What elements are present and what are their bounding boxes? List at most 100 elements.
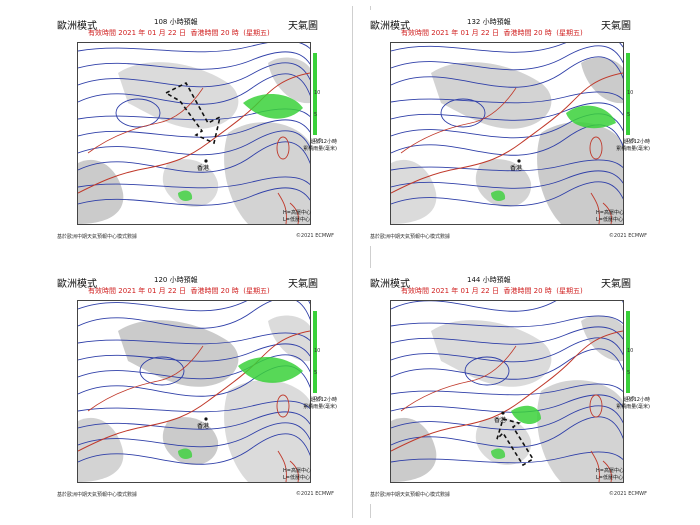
rain-area: [491, 190, 506, 201]
isobar-line: [78, 332, 310, 345]
isobar-line: [78, 119, 310, 138]
cloud-patch: [537, 380, 623, 482]
weather-map: 香港: [77, 300, 311, 483]
colorbar-note: 過去12小時 累積雨量(毫米): [282, 397, 337, 411]
colorbar-note-line: 過去12小時: [310, 397, 337, 403]
cloud-patch: [162, 159, 219, 207]
isobar-line: [78, 176, 310, 189]
colorbar-note: 過去12小時 累積雨量(毫米): [595, 139, 650, 153]
island-outline: [277, 192, 299, 224]
rain-area: [238, 356, 303, 383]
chart-title: 天氣圖: [601, 279, 631, 290]
isobar-line: [391, 102, 623, 121]
isobar-line: [391, 170, 623, 189]
valid-date: 2021 年 01 月 22 日: [431, 287, 499, 295]
chart-title: 天氣圖: [601, 21, 631, 32]
rain-area: [566, 105, 616, 129]
island-outline: [589, 136, 603, 160]
isobar-line: [391, 337, 623, 363]
city-label: 香港: [197, 164, 209, 172]
valid-day: (星期五): [556, 287, 583, 295]
valid-time-line: 有效時間 2021 年 01 月 22 日 香港時間 20 時 (星期五): [88, 28, 270, 38]
colorbar-note-line: 過去12小時: [310, 139, 337, 145]
isobar-line: [391, 315, 623, 328]
valid-time: 香港時間 20 時: [503, 287, 552, 295]
valid-prefix: 有效時間: [401, 287, 429, 295]
isobar-line: [139, 356, 185, 386]
island-outline: [276, 394, 290, 418]
forecast-hour-label: 144 小時預報: [467, 276, 511, 284]
island-outline: [590, 450, 612, 482]
cloud-patch: [268, 57, 310, 104]
isobar-line: [391, 348, 623, 380]
map-canvas: 香港: [78, 43, 310, 224]
isobar-line: [391, 181, 623, 207]
isobar-line: [78, 411, 310, 430]
colorbar-note-line: 累積雨量(毫米): [303, 404, 337, 410]
city-label: 香港: [197, 422, 209, 430]
weather-chart-panel: 歐洲模式 108 小時預報 天氣圖 有效時間 2021 年 01 月 22 日 …: [50, 10, 340, 246]
model-label: 歐洲模式: [370, 21, 410, 32]
copyright-label: ©2021 ECMWF: [295, 233, 334, 239]
colorbar-tick: 5: [627, 112, 631, 118]
cloud-patch: [224, 380, 310, 482]
cloud-patch: [78, 159, 124, 224]
valid-time: 香港時間 20 時: [503, 29, 552, 37]
isobar-line: [78, 343, 310, 362]
colorbar-note-line: 累積雨量(毫米): [616, 404, 650, 410]
forecast-hour-label: 132 小時預報: [467, 18, 511, 26]
cloud-patch: [118, 62, 239, 129]
isobar-line: [78, 301, 310, 312]
isobar-line: [391, 405, 623, 431]
colorbar-note-line: 累積雨量(毫米): [303, 146, 337, 152]
colorbar-tick: 5: [314, 112, 318, 118]
colorbar-tick: 10: [314, 348, 321, 354]
hong-kong-marker: [501, 411, 505, 415]
colorbar-tick: 5: [627, 370, 631, 376]
isobar-line: [391, 451, 623, 464]
isobar-line: [391, 301, 623, 312]
isobar-line: [115, 98, 161, 128]
colorbar-tick: 10: [627, 348, 634, 354]
isobar-line: [78, 422, 310, 448]
province-boundary: [87, 345, 204, 412]
rain-area: [243, 93, 303, 119]
legend-high: H=高壓中心: [283, 468, 311, 474]
isobar-line: [78, 365, 310, 397]
isobar-line: [391, 113, 623, 139]
weather-map: 香港: [77, 42, 311, 225]
coastline: [78, 330, 310, 452]
model-label: 歐洲模式: [57, 21, 97, 32]
rainfall-colorbar: [313, 53, 317, 135]
pressure-legend: H=高壓中心 L=低壓中心: [283, 210, 311, 224]
data-credit: 基於歐洲中期天氣預報中心模式數據: [370, 492, 451, 498]
colorbar-note: 過去12小時 累積雨量(毫米): [282, 139, 337, 153]
isobar-line: [78, 73, 310, 105]
map-canvas: 香港: [391, 43, 623, 224]
isobar-line: [391, 124, 623, 156]
hong-kong-marker: [517, 159, 521, 163]
valid-time-line: 有效時間 2021 年 01 月 22 日 香港時間 20 時 (星期五): [401, 28, 583, 38]
colorbar-tick: 0.5: [627, 138, 635, 144]
isobar-line: [391, 394, 623, 413]
isobar-line: [78, 400, 310, 413]
isobar-line: [391, 159, 623, 172]
cloud-patch: [431, 320, 552, 387]
colorbar-note-line: 累積雨量(毫米): [616, 146, 650, 152]
legend-low: L=低壓中心: [283, 217, 310, 223]
cloud-patch: [581, 57, 623, 104]
valid-time: 香港時間 20 時: [190, 287, 239, 295]
forecast-hour-label: 120 小時預報: [154, 276, 198, 284]
data-credit: 基於歐洲中期天氣預報中心模式數據: [57, 234, 138, 240]
isobar-line: [464, 356, 510, 386]
isobar-line: [78, 43, 310, 53]
island-outline: [590, 192, 612, 224]
data-credit: 基於歐洲中期天氣預報中心模式數據: [370, 234, 451, 240]
forecast-hour-label: 108 小時預報: [154, 18, 198, 26]
colorbar-note-line: 過去12小時: [623, 139, 650, 145]
valid-time: 香港時間 20 時: [190, 29, 239, 37]
legend-high: H=高壓中心: [596, 468, 624, 474]
valid-prefix: 有效時間: [88, 287, 116, 295]
coastline: [391, 330, 623, 452]
legend-high: H=高壓中心: [596, 210, 624, 216]
